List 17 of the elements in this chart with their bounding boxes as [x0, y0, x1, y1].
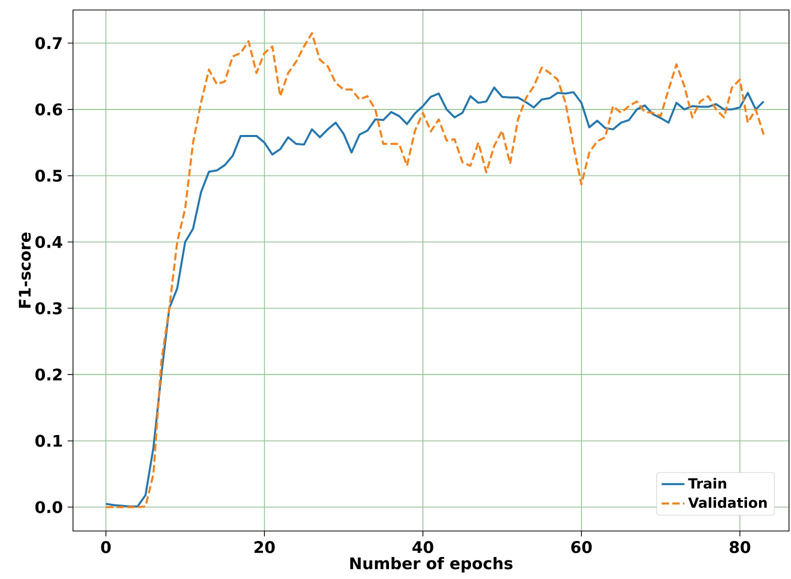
x-tick-label: 80 [730, 541, 750, 554]
y-tick-label: 0.0 [35, 501, 62, 514]
y-axis-title: F1-score [18, 232, 31, 308]
legend-label: Validation [688, 497, 767, 508]
x-tick-label: 60 [571, 541, 592, 554]
y-tick-label: 0.4 [35, 236, 62, 248]
y-tick-label: 0.5 [35, 170, 62, 182]
x-tick-label: 0 [101, 541, 111, 554]
x-tick-label: 40 [412, 541, 434, 554]
x-tick-label: 20 [254, 541, 275, 554]
legend-label: Train [688, 478, 726, 489]
y-tick-label: 0.1 [35, 434, 62, 447]
y-tick-label: 0.6 [35, 103, 62, 116]
x-axis-title: Number of epochs [350, 556, 512, 572]
y-tick-label: 0.3 [35, 302, 62, 314]
y-tick-label: 0.7 [35, 37, 62, 50]
y-tick-label: 0.2 [35, 368, 62, 381]
